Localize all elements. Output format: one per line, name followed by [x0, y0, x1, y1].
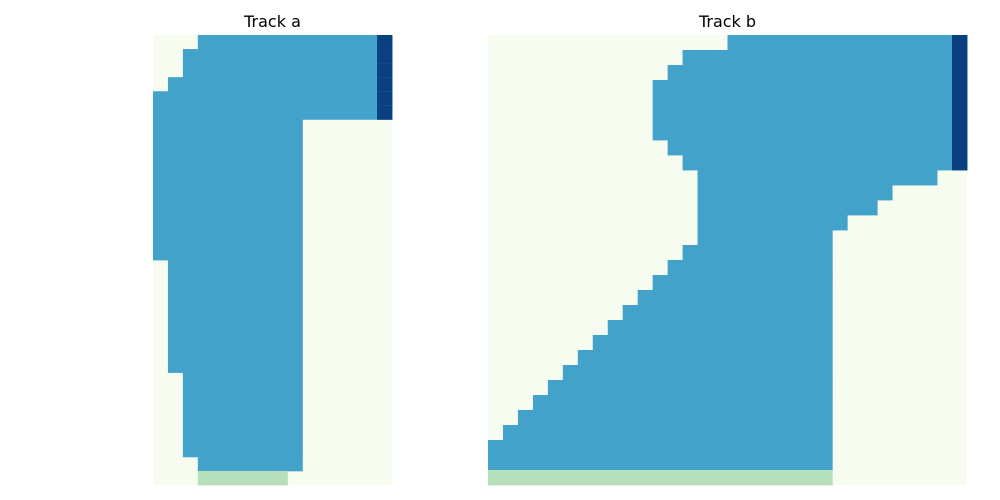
- heatmap-track-cells-a-row-28: [182, 428, 303, 444]
- heatmap-end-cell-a-row-4: [377, 91, 393, 106]
- heatmap-track-cells-a-row-6: [153, 119, 303, 134]
- heatmap-end-cell-b-row-8: [952, 155, 968, 171]
- heatmap-track-cells-b-row-13: [697, 230, 833, 246]
- heatmap-track-cells-a-row-29: [182, 442, 303, 458]
- heatmap-end-cell-a-row-3: [377, 77, 393, 92]
- heatmap-panel-track-a: [153, 35, 393, 486]
- heatmap-track-cells-b-row-20: [592, 335, 833, 351]
- heatmap-track-cells-a-row-17: [167, 274, 303, 289]
- heatmap-track-cells-b-row-23: [547, 380, 833, 396]
- heatmap-track-cells-b-row-8: [682, 155, 968, 171]
- heatmap-track-cells-b-row-4: [652, 95, 968, 111]
- chart-title-track-b: Track b: [698, 12, 756, 31]
- heatmap-end-cell-b-row-3: [952, 80, 968, 96]
- heatmap-track-cells-b-row-21: [577, 350, 833, 366]
- heatmap-track-cells-a-row-12: [153, 203, 303, 219]
- heatmap-track-cells-a-row-0: [197, 35, 393, 50]
- heatmap-track-cells-a-row-4: [153, 91, 393, 106]
- heatmap-track-cells-b-row-10: [697, 185, 893, 201]
- heatmap-track-cells-a-row-11: [153, 189, 303, 205]
- heatmap-end-cell-a-row-1: [377, 49, 393, 64]
- heatmap-track-cells-b-row-26: [502, 425, 833, 441]
- heatmap-track-cells-b-row-28: [488, 455, 833, 471]
- heatmap-start-line-a-row-31: [197, 470, 288, 486]
- heatmap-track-cells-a-row-8: [153, 147, 303, 162]
- heatmap-track-cells-a-row-21: [167, 330, 303, 345]
- heatmap-track-cells-b-row-11: [697, 200, 878, 216]
- heatmap-track-cells-b-row-6: [652, 125, 968, 141]
- heatmap-track-cells-b-row-22: [562, 365, 833, 381]
- heatmap-end-cell-a-row-0: [377, 35, 393, 50]
- heatmap-track-cells-a-row-23: [167, 358, 303, 373]
- heatmap-end-cell-b-row-4: [952, 95, 968, 111]
- heatmap-track-cells-a-row-26: [182, 400, 303, 416]
- heatmap-track-cells-b-row-24: [532, 395, 833, 411]
- heatmap-track-cells-b-row-17: [637, 290, 833, 306]
- heatmap-track-cells-a-row-16: [167, 260, 303, 275]
- heatmap-track-cells-b-row-19: [607, 320, 833, 336]
- heatmap-end-cell-b-row-0: [952, 35, 968, 51]
- heatmap-track-cells-a-row-14: [153, 231, 303, 247]
- heatmap-track-cells-b-row-16: [652, 275, 833, 291]
- heatmap-track-cells-b-row-25: [517, 410, 833, 426]
- heatmap-track-cells-b-row-0: [727, 35, 968, 51]
- heatmap-track-cells-a-row-30: [197, 456, 303, 472]
- heatmap-end-cell-b-row-5: [952, 110, 968, 126]
- heatmap-track-cells-a-row-1: [182, 49, 393, 64]
- heatmap-track-cells-a-row-27: [182, 414, 303, 430]
- heatmap-track-cells-a-row-15: [153, 245, 303, 261]
- heatmap-track-cells-a-row-3: [167, 77, 393, 92]
- heatmap-end-cell-b-row-6: [952, 125, 968, 141]
- heatmap-panel-track-b: [488, 35, 968, 486]
- heatmap-track-cells-b-row-14: [682, 245, 833, 261]
- heatmap-end-cell-b-row-2: [952, 65, 968, 81]
- heatmap-track-cells-b-row-3: [652, 80, 968, 96]
- heatmap-track-cells-a-row-18: [167, 288, 303, 303]
- heatmap-track-cells-b-row-9: [697, 170, 938, 186]
- heatmap-track-cells-a-row-7: [153, 133, 303, 148]
- heatmap-track-cells-b-row-18: [622, 305, 833, 321]
- heatmap-track-cells-b-row-12: [697, 215, 848, 231]
- heatmap-track-cells-b-row-27: [488, 440, 833, 456]
- heatmap-end-cell-a-row-2: [377, 63, 393, 78]
- heatmap-end-cell-a-row-5: [377, 105, 393, 120]
- heatmap-start-line-b-row-29: [488, 470, 833, 486]
- heatmap-track-cells-a-row-22: [167, 344, 303, 359]
- heatmap-track-cells-b-row-2: [667, 65, 968, 81]
- heatmap-track-cells-b-row-5: [652, 110, 968, 126]
- heatmap-end-cell-b-row-7: [952, 140, 968, 156]
- heatmap-track-cells-a-row-9: [153, 161, 303, 177]
- heatmap-track-cells-b-row-7: [667, 140, 968, 156]
- heatmap-track-cells-a-row-2: [182, 63, 393, 78]
- heatmap-track-cells-a-row-19: [167, 302, 303, 317]
- heatmap-track-cells-a-row-25: [182, 386, 303, 402]
- heatmap-track-cells-a-row-24: [182, 372, 303, 387]
- heatmap-track-cells-b-row-15: [667, 260, 833, 276]
- heatmap-track-cells-a-row-10: [153, 175, 303, 191]
- heatmap-track-cells-a-row-5: [153, 105, 393, 120]
- heatmap-track-cells-b-row-1: [682, 50, 968, 66]
- chart-title-track-a: Track a: [243, 12, 301, 31]
- heatmap-end-cell-b-row-1: [952, 50, 968, 66]
- heatmap-track-cells-a-row-13: [153, 217, 303, 233]
- heatmap-track-cells-a-row-20: [167, 316, 303, 331]
